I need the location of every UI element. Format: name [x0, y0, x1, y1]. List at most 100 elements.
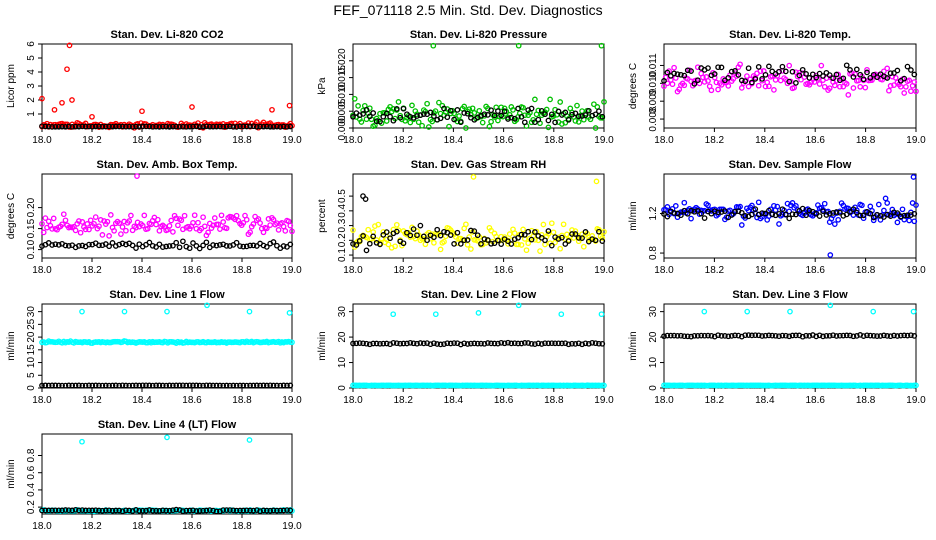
data-point	[45, 123, 52, 130]
data-point	[701, 308, 708, 315]
data-point	[508, 340, 515, 347]
data-point	[786, 208, 793, 215]
chart-title: Stan. Dev. Line 3 Flow	[732, 289, 848, 301]
data-point	[786, 62, 793, 69]
data-point	[397, 114, 404, 121]
y-tick-label: 0.009	[648, 88, 659, 113]
data-point	[136, 507, 143, 514]
data-point	[410, 226, 417, 232]
data-point	[210, 242, 216, 248]
data-point	[562, 241, 569, 247]
data-point	[550, 229, 557, 236]
data-point	[163, 507, 170, 514]
data-point	[901, 212, 908, 219]
data-point	[360, 340, 366, 347]
data-point	[243, 216, 250, 223]
data-point	[562, 340, 569, 347]
data-point	[441, 238, 447, 245]
data-point	[752, 332, 759, 339]
data-point	[257, 123, 263, 130]
data-point	[92, 507, 99, 514]
data-point	[575, 340, 582, 347]
data-point	[385, 241, 392, 248]
data-point	[899, 206, 906, 213]
data-point	[156, 124, 163, 130]
plot-frame	[41, 433, 293, 515]
data-point	[511, 230, 518, 237]
data-point	[451, 110, 457, 117]
data-point	[681, 82, 688, 89]
data-point	[436, 99, 442, 106]
data-point	[874, 333, 880, 339]
data-point	[454, 107, 461, 113]
data-point	[528, 340, 535, 347]
data-point	[547, 96, 553, 103]
data-point	[793, 80, 799, 86]
data-point	[776, 210, 782, 217]
data-point	[579, 235, 585, 241]
data-point	[860, 212, 867, 219]
data-point	[755, 199, 762, 206]
data-point	[840, 332, 847, 339]
data-point	[755, 82, 762, 89]
data-point	[894, 333, 901, 339]
data-point	[119, 382, 126, 389]
data-point	[816, 332, 823, 339]
data-point	[89, 113, 95, 120]
series-1	[661, 62, 918, 87]
x-tick-label: 18.0	[32, 395, 52, 406]
data-point	[76, 243, 82, 249]
data-point	[538, 107, 545, 114]
data-point	[49, 226, 55, 232]
data-point	[370, 340, 377, 347]
data-point	[495, 108, 501, 114]
data-point	[143, 507, 149, 514]
data-point	[789, 332, 796, 339]
data-point	[867, 332, 874, 339]
data-point	[373, 237, 380, 243]
data-point	[864, 332, 870, 339]
data-point	[404, 340, 410, 347]
data-point	[39, 123, 45, 130]
data-point	[282, 228, 289, 234]
data-point	[377, 118, 383, 125]
data-point	[671, 70, 677, 77]
data-point	[55, 123, 62, 130]
data-point	[505, 241, 511, 247]
data-point	[230, 507, 237, 514]
data-point	[501, 108, 508, 115]
data-point	[469, 105, 476, 112]
data-point	[708, 332, 715, 339]
data-point	[116, 507, 123, 514]
data-point	[901, 75, 908, 82]
data-point	[133, 245, 139, 251]
data-point	[897, 213, 904, 220]
series-0	[350, 174, 607, 254]
data-point	[864, 69, 870, 76]
data-point	[240, 123, 247, 130]
x-tick-label: 18.8	[232, 521, 252, 532]
data-point	[681, 333, 688, 340]
data-point	[557, 99, 564, 105]
data-point	[227, 507, 233, 513]
data-point	[425, 124, 432, 130]
data-point	[206, 382, 213, 389]
data-point	[277, 507, 284, 514]
data-point	[265, 216, 272, 222]
chart-title: Stan. Dev. Li-820 CO2	[111, 29, 224, 41]
data-point	[488, 107, 494, 114]
data-point	[62, 242, 69, 249]
data-point	[99, 123, 106, 130]
data-point	[424, 237, 430, 244]
y-tick-label: 0	[26, 385, 37, 391]
data-point	[363, 247, 370, 254]
data-point	[123, 123, 129, 130]
data-point	[791, 84, 798, 91]
data-point	[818, 62, 825, 69]
data-point	[286, 102, 293, 109]
data-point	[55, 242, 62, 248]
x-tick-label: 18.4	[444, 395, 464, 406]
data-point	[446, 123, 452, 130]
data-point	[882, 195, 889, 202]
y-tick-label: 0.2	[337, 233, 348, 247]
